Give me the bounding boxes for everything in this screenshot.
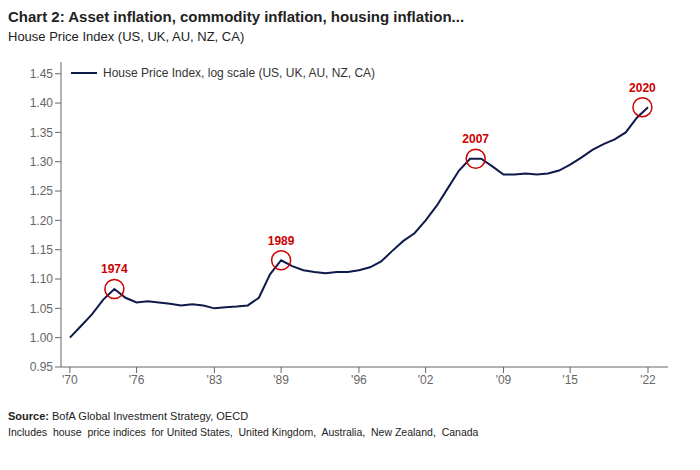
- html-text:Source: BofA Global Investment: Source: BofA Global Investment Strategy,…: [8, 410, 249, 422]
- svg-text:'96: '96: [351, 373, 367, 387]
- html-text:House Price Index (US, UK, AU,: House Price Index (US, UK, AU, NZ, CA): [8, 29, 245, 44]
- svg-text:1.15: 1.15: [30, 243, 54, 257]
- svg-text:'89: '89: [273, 373, 289, 387]
- svg-text:1.00: 1.00: [30, 331, 54, 345]
- html-text:House Price Index, log scale (: House Price Index, log scale (US, UK, AU…: [103, 66, 376, 80]
- svg-text:2007: 2007: [462, 132, 489, 146]
- svg-text:1974: 1974: [101, 262, 128, 276]
- svg-text:1.10: 1.10: [30, 272, 54, 286]
- svg-text:1.45: 1.45: [30, 67, 54, 81]
- svg-text:0.95: 0.95: [30, 360, 54, 374]
- svg-text:1.20: 1.20: [30, 214, 54, 228]
- svg-text:1.40: 1.40: [30, 96, 54, 110]
- svg-text:'15: '15: [562, 373, 578, 387]
- svg-text:1989: 1989: [268, 234, 295, 248]
- svg-text:'09: '09: [496, 373, 512, 387]
- svg-text:'02: '02: [418, 373, 434, 387]
- svg-text:'76: '76: [129, 373, 145, 387]
- svg-text:2020: 2020: [629, 81, 656, 95]
- svg-text:1.30: 1.30: [30, 155, 54, 169]
- svg-text:'70: '70: [62, 373, 78, 387]
- svg-text:1.35: 1.35: [30, 126, 54, 140]
- svg-text:'22: '22: [640, 373, 656, 387]
- svg-text:'83: '83: [207, 373, 223, 387]
- svg-text:1.05: 1.05: [30, 302, 54, 316]
- svg-text:1.25: 1.25: [30, 184, 54, 198]
- html-text:Includes house price indices f: Includes house price indices for United …: [8, 426, 479, 438]
- html-text:Chart 2: Asset inflation, comm: Chart 2: Asset inflation, commodity infl…: [8, 8, 465, 25]
